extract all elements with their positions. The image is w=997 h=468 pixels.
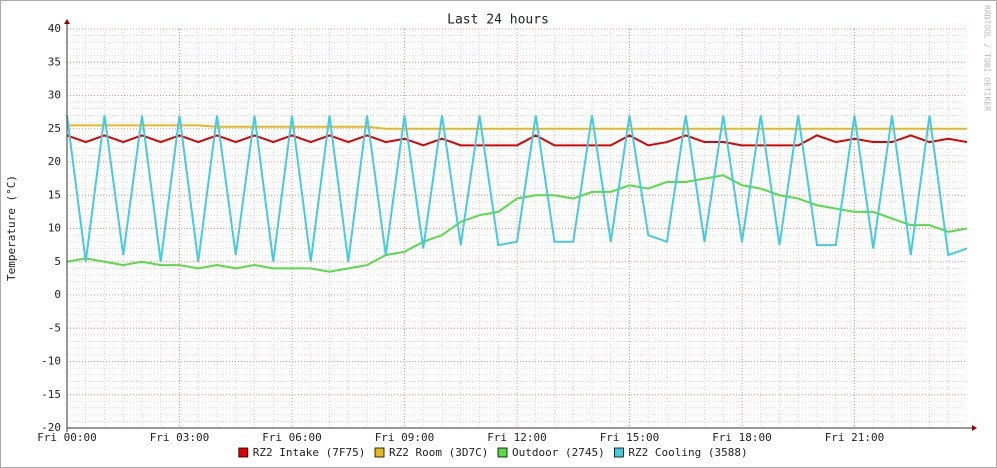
series-line xyxy=(67,124,967,130)
y-tick-label: -5 xyxy=(48,321,61,334)
series-line xyxy=(66,174,968,273)
y-axis-label: Temperature (°C) xyxy=(5,175,18,281)
legend-swatch xyxy=(497,447,508,458)
x-tick-label: Fri 12:00 xyxy=(487,431,547,444)
y-tick-label: 35 xyxy=(48,55,61,68)
series-line xyxy=(66,115,968,262)
plot xyxy=(66,115,968,273)
y-tick-label: 15 xyxy=(48,188,61,201)
y-tick-label: 0 xyxy=(54,288,61,301)
legend-swatch xyxy=(238,447,249,458)
y-arrow xyxy=(64,19,70,24)
y-tick-label: -15 xyxy=(41,388,61,401)
y-tick-label: 40 xyxy=(48,22,61,35)
legend-label: Outdoor (2745) xyxy=(512,446,605,459)
legend-label: RZ2 Cooling (3588) xyxy=(628,446,747,459)
y-tick-label: 10 xyxy=(48,222,61,235)
legend-swatch xyxy=(374,447,385,458)
x-tick-label: Fri 15:00 xyxy=(600,431,660,444)
legend-label: RZ2 Room (3D7C) xyxy=(389,446,488,459)
y-tick-label: -20 xyxy=(41,421,61,434)
chart-title: Last 24 hours xyxy=(447,13,549,28)
y-tick-label: 25 xyxy=(48,122,61,135)
x-tick-label: Fri 00:00 xyxy=(37,431,97,444)
legend-swatch xyxy=(614,447,624,458)
series-line xyxy=(66,134,968,147)
watermark: RRDTOOL / TOBI OETIKER xyxy=(983,5,992,111)
y-tick-label: -10 xyxy=(41,355,61,368)
y-tick-label: 5 xyxy=(54,255,61,268)
y-tick-label: 30 xyxy=(48,89,61,102)
x-arrow xyxy=(972,425,977,431)
y-tick-label: 20 xyxy=(48,155,61,168)
grid xyxy=(66,28,967,429)
x-tick-label: Fri 03:00 xyxy=(150,431,210,444)
x-tick-label: Fri 09:00 xyxy=(375,431,435,444)
x-tick-label: Fri 06:00 xyxy=(262,431,322,444)
x-tick-label: Fri 18:00 xyxy=(712,431,772,444)
x-tick-label: Fri 21:00 xyxy=(825,431,885,444)
legend-label: RZ2 Intake (7F75) xyxy=(253,446,366,459)
